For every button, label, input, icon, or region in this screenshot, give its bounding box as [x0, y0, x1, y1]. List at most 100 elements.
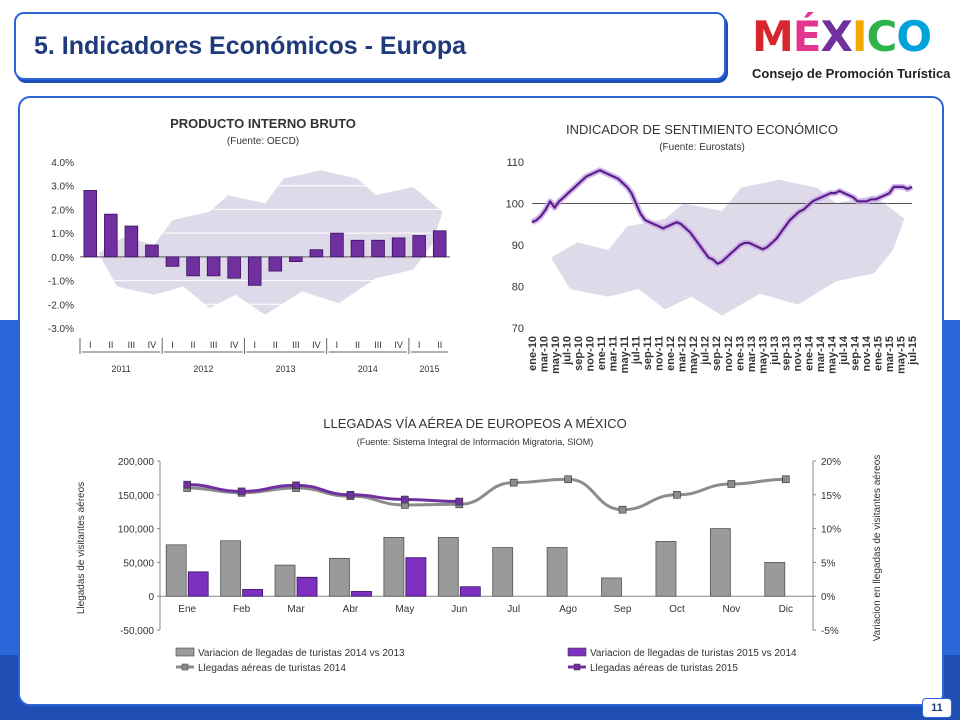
gdp-bar [391, 237, 406, 258]
bar-2015-vs-2014 [351, 591, 372, 597]
x-tick-label: Dic [779, 604, 793, 615]
arrivals-y2-axis-label: Variacion en llegadas de visitantes aére… [872, 455, 883, 642]
year-label: 2015 [419, 364, 439, 374]
x-tick-label: IV [148, 340, 157, 350]
x-tick-label: II [108, 340, 113, 350]
x-tick-label: may-12 [688, 336, 700, 374]
y-tick-label: 0.0% [51, 253, 74, 264]
x-tick-label: may-14 [826, 335, 838, 374]
x-tick-label: I [171, 340, 174, 350]
gdp-gridlines [80, 161, 450, 329]
gdp-bars [83, 190, 447, 286]
y-tick-label: 100,000 [118, 525, 155, 536]
x-tick-label: ene-11 [596, 336, 608, 370]
arrivals-lines [183, 475, 790, 514]
line-2015-marker [346, 491, 355, 499]
x-tick-label: Jul [507, 604, 520, 615]
bar-2014-vs-2013 [274, 564, 296, 597]
x-tick-label: I [253, 340, 256, 350]
gdp-bar [227, 256, 241, 279]
x-tick-label: ene-10 [527, 336, 539, 371]
bar-2014-vs-2013 [601, 577, 622, 597]
x-tick-label: jul-12 [700, 336, 712, 366]
sentiment-x-ticks: ene-10 mar-10 may-10 jul-10 sep-10 nov-10 ene-… [527, 335, 919, 374]
europe-map-silhouette [98, 170, 443, 315]
bar-2014-vs-2013 [546, 547, 568, 597]
x-tick-label: nov-12 [723, 336, 735, 371]
x-tick-label: ene-14 [803, 335, 815, 371]
legend-marker [181, 663, 189, 671]
x-tick-label: Nov [722, 604, 740, 615]
x-tick-label: jul-13 [769, 336, 781, 366]
arrivals-x-ticks: Ene Feb Mar Abr May Jun Jul Ago Sep Oct Nov Dic [178, 604, 793, 615]
bar-2014-vs-2013 [165, 544, 187, 597]
gdp-bar [289, 256, 303, 263]
gdp-bar [350, 239, 365, 258]
sentiment-chart: INDICADOR DE SENTIMIENTO ECONÓMICO (Fuen… [506, 122, 919, 374]
sentiment-chart-subtitle: (Fuente: Eurostats) [659, 142, 745, 153]
bar-2014-vs-2013 [655, 541, 677, 597]
x-tick-label: may-13 [757, 336, 769, 374]
arrivals-y-axis-label: Llegadas de visitantes aéreos [76, 482, 87, 614]
year-label: 2011 [111, 364, 130, 374]
x-tick-label: may-10 [550, 336, 562, 374]
y2-tick-label: 10% [821, 525, 841, 536]
x-tick-label: nov-13 [792, 336, 804, 371]
line-2014-path [187, 477, 786, 512]
y-tick-label: 80 [512, 282, 524, 294]
x-tick-label: mar-15 [884, 336, 896, 372]
x-tick-label: sep-13 [780, 336, 792, 371]
x-tick-label: II [191, 340, 196, 350]
gdp-bar [104, 213, 118, 258]
line-2014-marker [509, 478, 518, 487]
x-tick-label: sep-10 [573, 336, 585, 371]
y2-tick-label: 0% [821, 592, 836, 603]
gdp-chart-subtitle: (Fuente: OECD) [227, 136, 299, 147]
x-tick-label: May [395, 604, 414, 615]
x-tick-label: ene-15 [872, 336, 884, 371]
x-tick-label: mar-12 [677, 336, 689, 372]
x-tick-label: Sep [614, 604, 632, 615]
legend-label: Llegadas aéreas de turistas 2014 [198, 663, 346, 674]
y2-tick-label: 15% [821, 491, 841, 502]
bar-2015-vs-2014 [242, 589, 264, 597]
logo-word: MÉXICO [752, 12, 932, 61]
x-tick-label: III [210, 340, 218, 350]
gdp-bar [412, 235, 426, 258]
line-2014-marker [673, 491, 681, 499]
gdp-bar [145, 244, 159, 258]
y-tick-label: 110 [506, 157, 524, 169]
x-tick-label: jul-10 [562, 336, 574, 366]
line-2015-marker [237, 487, 246, 496]
legend-swatch [567, 647, 587, 657]
gdp-bar [309, 249, 324, 258]
gdp-chart-title: PRODUCTO INTERNO BRUTO [170, 116, 356, 131]
gdp-bar [186, 256, 200, 277]
y-tick-label: 3.0% [51, 182, 74, 193]
x-tick-label: nov-10 [585, 336, 597, 371]
page-title: 5. Indicadores Económicos - Europa [34, 32, 467, 60]
bar-2015-vs-2014 [296, 576, 318, 597]
y2-tick-label: 5% [821, 558, 836, 569]
y-tick-label: 100 [506, 199, 524, 211]
arrivals-legend: Variacion de llegadas de turistas 2014 v… [175, 647, 797, 674]
x-tick-label: nov-11 [654, 336, 666, 371]
legend-label: Llegadas aéreas de turistas 2015 [590, 663, 738, 674]
x-tick-label: Abr [343, 604, 359, 615]
sentiment-y-ticks: 110 100 90 80 70 [506, 157, 524, 335]
line-2014-marker [564, 475, 572, 484]
bar-2014-vs-2013 [709, 528, 731, 597]
arrivals-chart: LLEGADAS VÍA AÉREA DE EUROPEOS A MÉXICO … [76, 416, 883, 674]
year-label: 2013 [276, 364, 296, 374]
arrivals-chart-subtitle: (Fuente: Sistema Integral de Información… [357, 437, 594, 447]
y-tick-label: 70 [512, 323, 524, 335]
y2-tick-label: -5% [821, 626, 839, 637]
mexico-logo: MÉXICO Consejo de Promoción Turística [752, 14, 952, 94]
y-tick-label: 4.0% [51, 158, 74, 169]
y-tick-label: -50,000 [120, 626, 154, 637]
legend-label: Variacion de llegadas de turistas 2014 v… [198, 648, 405, 659]
arrivals-y-ticks: 200,000 150,000 100,000 50,000 0 -50,000 20% 15… [118, 457, 841, 637]
x-tick-label: mar-11 [608, 336, 620, 371]
sentiment-line-path [531, 169, 913, 265]
gdp-chart: PRODUCTO INTERNO BRUTO (Fuente: OECD) 4.… [48, 116, 450, 374]
